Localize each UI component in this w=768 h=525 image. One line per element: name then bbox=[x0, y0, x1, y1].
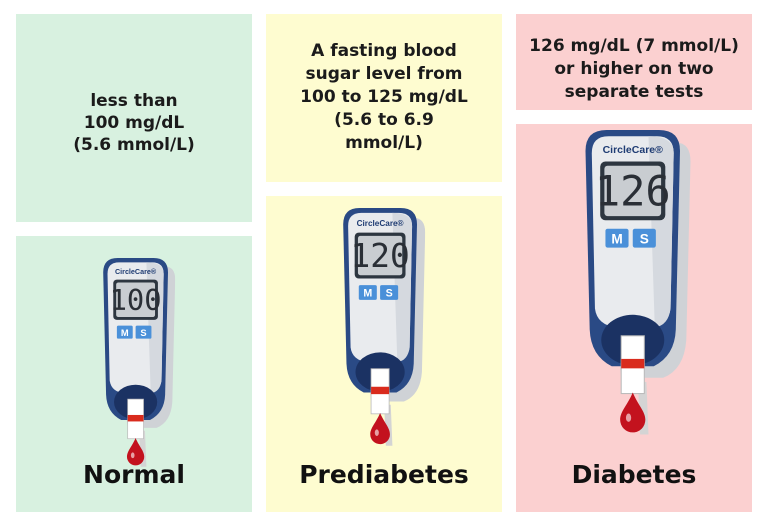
panel bbox=[16, 14, 252, 222]
description: A fasting blood bbox=[311, 41, 457, 61]
description: less than bbox=[90, 91, 177, 111]
description: 100 mg/dL bbox=[84, 113, 185, 133]
meter: CircleCare® 100 M S bbox=[103, 258, 175, 467]
panel bbox=[266, 14, 502, 182]
button: S bbox=[140, 328, 146, 338]
meter: CircleCare® 120 M S bbox=[343, 208, 425, 446]
description: or higher on two bbox=[554, 59, 713, 79]
label: Normal bbox=[83, 460, 185, 489]
description: (5.6 to 6.9 bbox=[334, 110, 434, 130]
button: S bbox=[386, 288, 393, 300]
button: M bbox=[611, 231, 622, 246]
brand: CircleCare® bbox=[115, 267, 157, 276]
description: 100 to 125 mg/dL bbox=[300, 87, 468, 107]
reading: 100 bbox=[110, 283, 162, 317]
label: Prediabetes bbox=[299, 460, 469, 489]
description: (5.6 mmol/L) bbox=[73, 135, 195, 155]
brand: CircleCare® bbox=[357, 219, 404, 228]
meter: CircleCare® 126 M S bbox=[586, 130, 691, 435]
column: less than 100 mg/dL (5.6 mmol/L) CircleC… bbox=[73, 91, 195, 489]
column: 126 mg/dL (7 mmol/L) or higher on two se… bbox=[529, 36, 739, 489]
description: sugar level from bbox=[305, 64, 462, 84]
panel bbox=[516, 14, 752, 110]
brand: CircleCare® bbox=[603, 144, 664, 156]
column: A fasting blood sugar level from 100 to … bbox=[299, 41, 469, 489]
description: mmol/L) bbox=[345, 133, 423, 153]
description: 126 mg/dL (7 mmol/L) bbox=[529, 36, 739, 56]
description: separate tests bbox=[565, 82, 704, 102]
button: M bbox=[121, 328, 129, 338]
button: S bbox=[640, 231, 649, 246]
reading: 126 bbox=[595, 167, 671, 216]
reading: 120 bbox=[350, 237, 409, 275]
button: M bbox=[363, 288, 372, 300]
label: Diabetes bbox=[572, 460, 697, 489]
